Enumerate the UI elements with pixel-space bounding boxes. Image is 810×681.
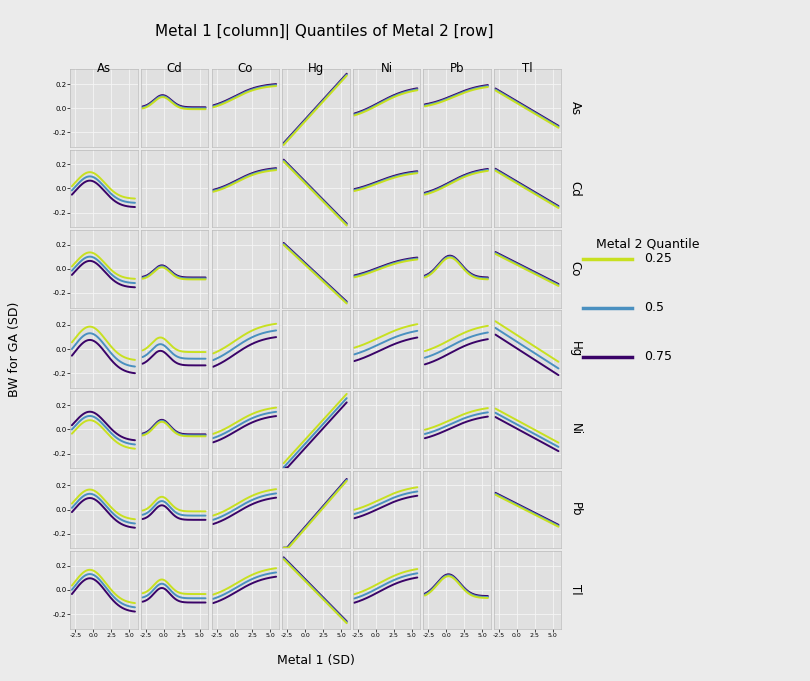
Text: Metal 1 (SD): Metal 1 (SD) [277, 654, 355, 667]
Text: Tl: Tl [522, 62, 533, 76]
Text: Metal 2 Quantile: Metal 2 Quantile [596, 238, 700, 251]
Text: As: As [97, 62, 111, 76]
Text: Pb: Pb [450, 62, 464, 76]
Text: Tl: Tl [569, 584, 582, 595]
Text: Hg: Hg [308, 62, 324, 76]
Text: 0.5: 0.5 [644, 301, 664, 315]
Text: 0.25: 0.25 [644, 252, 671, 266]
Text: BW for GA (SD): BW for GA (SD) [8, 301, 21, 397]
Text: As: As [569, 101, 582, 115]
Text: Ni: Ni [381, 62, 393, 76]
Text: Cd: Cd [167, 62, 182, 76]
Text: Co: Co [569, 261, 582, 276]
Text: Pb: Pb [569, 503, 582, 517]
Text: Metal 1 [column]| Quantiles of Metal 2 [row]: Metal 1 [column]| Quantiles of Metal 2 [… [155, 24, 493, 39]
Text: 0.75: 0.75 [644, 350, 672, 364]
Text: Cd: Cd [569, 180, 582, 196]
Text: Hg: Hg [569, 341, 582, 357]
Text: Co: Co [237, 62, 253, 76]
Text: Ni: Ni [569, 423, 582, 435]
